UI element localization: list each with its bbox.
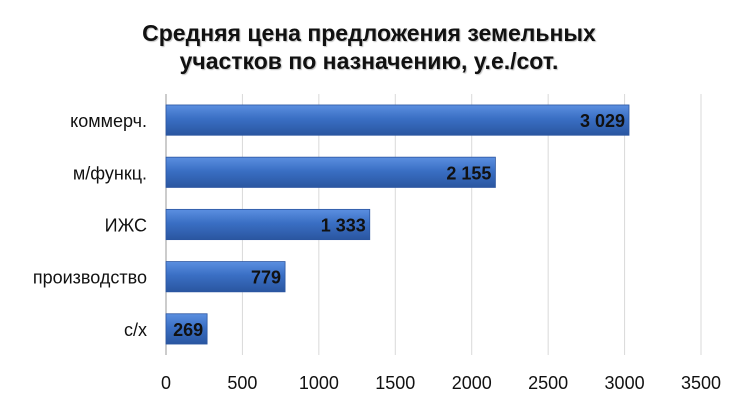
value-label: 1 333 (321, 216, 366, 236)
category-label: с/х (124, 320, 147, 340)
bars (165, 104, 630, 345)
gridlines (241, 94, 702, 355)
category-labels: коммерч. м/функц. ИЖС производство с/х (33, 111, 147, 340)
value-label: 3 029 (580, 111, 625, 131)
bar (165, 156, 496, 188)
category-label: производство (33, 268, 147, 288)
x-tick-label: 3000 (605, 373, 645, 393)
chart-title-line-1: Средняя цена предложения земельных (142, 20, 596, 46)
x-tick-label: 1500 (375, 373, 415, 393)
category-label: коммерч. (70, 111, 147, 131)
x-tick-label: 1000 (299, 373, 339, 393)
bar (165, 208, 371, 241)
bar (165, 104, 630, 136)
value-label: 269 (173, 320, 203, 340)
x-tick-label: 500 (227, 373, 257, 393)
category-label: м/функц. (73, 163, 147, 183)
x-tick-label: 2500 (528, 373, 568, 393)
value-label: 2 155 (446, 163, 491, 183)
x-tick-label: 3500 (681, 373, 721, 393)
bar (165, 261, 286, 293)
category-label: ИЖС (105, 216, 147, 236)
x-tick-label: 2000 (452, 373, 492, 393)
chart-title-line-2: участков по назначению, у.е./сот. (179, 48, 559, 74)
value-labels: 3 029 2 155 1 333 779 269 (173, 111, 625, 340)
bar (165, 313, 208, 345)
x-tick-label: 0 (161, 373, 171, 393)
value-label: 779 (251, 268, 281, 288)
x-tick-labels: 0 500 1000 1500 2000 2500 3000 3500 (161, 373, 721, 393)
